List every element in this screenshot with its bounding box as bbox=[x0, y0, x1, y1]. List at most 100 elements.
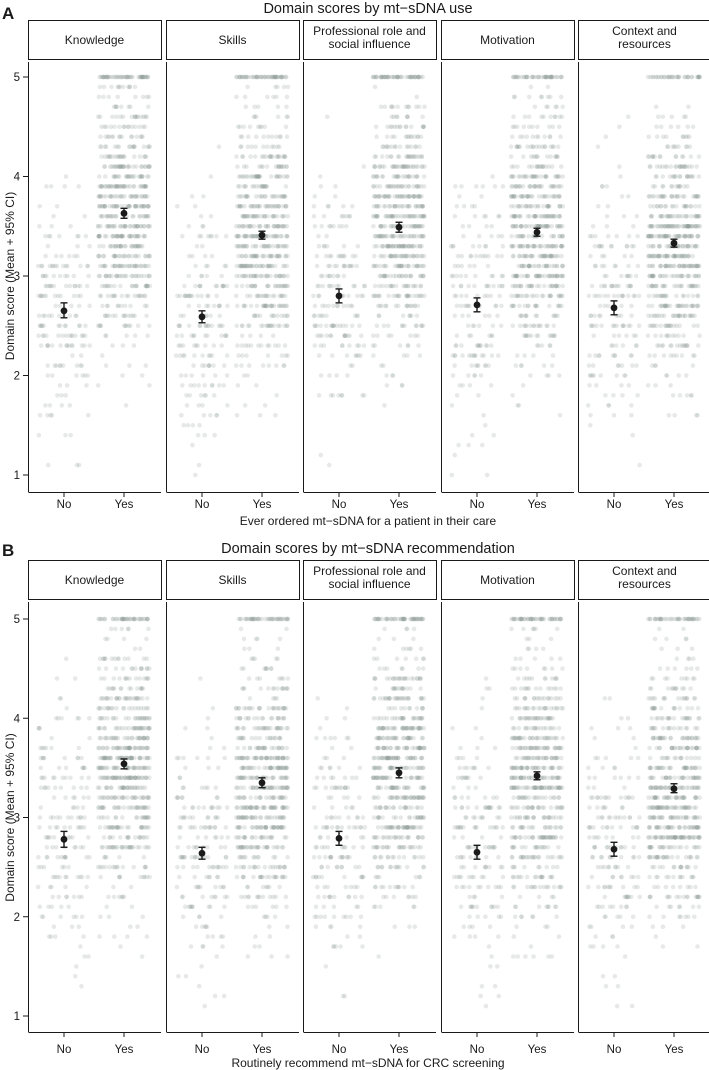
raw-score-point bbox=[146, 214, 151, 219]
raw-score-point bbox=[272, 204, 278, 209]
raw-score-point bbox=[271, 224, 276, 229]
raw-score-point bbox=[282, 343, 288, 348]
raw-score-point bbox=[103, 184, 108, 189]
raw-score-point bbox=[629, 243, 635, 249]
raw-score-point bbox=[145, 273, 150, 279]
raw-score-point bbox=[214, 283, 220, 289]
raw-score-point bbox=[182, 293, 188, 299]
raw-score-point bbox=[57, 233, 62, 239]
raw-score-point bbox=[695, 194, 701, 199]
raw-score-point bbox=[112, 656, 118, 661]
raw-score-point bbox=[475, 363, 480, 368]
raw-score-point bbox=[141, 204, 147, 209]
raw-score-point bbox=[276, 343, 281, 348]
raw-score-point bbox=[265, 94, 270, 100]
raw-score-point bbox=[208, 214, 214, 219]
raw-score-point bbox=[413, 194, 418, 199]
raw-score-point bbox=[47, 283, 53, 289]
raw-score-point bbox=[211, 303, 217, 309]
raw-score-point bbox=[660, 134, 666, 139]
raw-score-point bbox=[545, 84, 551, 90]
raw-score-point bbox=[100, 204, 106, 209]
raw-score-point bbox=[139, 825, 145, 830]
raw-score-point bbox=[96, 666, 102, 671]
raw-score-point bbox=[140, 795, 146, 800]
raw-score-point bbox=[675, 74, 681, 80]
raw-score-point bbox=[237, 124, 243, 130]
raw-score-point bbox=[419, 194, 424, 199]
facet-strip-label: Context and resources bbox=[612, 24, 677, 51]
raw-score-point bbox=[381, 323, 387, 329]
raw-score-point bbox=[192, 874, 197, 880]
raw-score-point bbox=[495, 313, 500, 319]
raw-score-point bbox=[97, 204, 103, 209]
raw-score-point bbox=[452, 452, 458, 458]
raw-score-point bbox=[139, 373, 145, 378]
raw-score-point bbox=[142, 224, 147, 229]
raw-score-point bbox=[415, 333, 421, 339]
raw-score-point bbox=[103, 273, 109, 279]
raw-score-point bbox=[275, 224, 280, 229]
raw-score-point bbox=[177, 293, 183, 299]
raw-score-point bbox=[395, 104, 401, 110]
raw-score-point bbox=[419, 164, 425, 169]
raw-score-point bbox=[405, 204, 410, 209]
raw-score-point bbox=[242, 94, 248, 100]
raw-score-point bbox=[50, 815, 56, 820]
raw-score-point bbox=[113, 74, 119, 80]
raw-score-point bbox=[376, 313, 382, 319]
raw-score-point bbox=[350, 363, 355, 368]
raw-score-point bbox=[258, 293, 264, 299]
raw-score-point bbox=[606, 403, 612, 408]
raw-score-point bbox=[71, 914, 77, 920]
raw-score-point bbox=[669, 114, 675, 120]
raw-score-point bbox=[542, 134, 547, 139]
raw-score-point bbox=[200, 224, 205, 229]
raw-score-point bbox=[459, 343, 464, 348]
raw-score-point bbox=[262, 293, 268, 299]
raw-score-point bbox=[196, 983, 202, 989]
raw-score-point bbox=[411, 214, 417, 219]
raw-score-point bbox=[45, 343, 50, 348]
raw-score-point bbox=[348, 363, 353, 368]
raw-score-point bbox=[224, 373, 230, 378]
raw-score-point bbox=[254, 253, 259, 259]
raw-score-point bbox=[138, 224, 144, 229]
raw-score-point bbox=[252, 104, 257, 110]
raw-score-point bbox=[339, 393, 345, 398]
raw-score-point bbox=[552, 333, 557, 339]
raw-score-point bbox=[657, 253, 662, 259]
raw-score-point bbox=[408, 273, 414, 279]
raw-score-point bbox=[587, 353, 592, 358]
raw-score-point bbox=[261, 303, 267, 309]
raw-score-point bbox=[658, 263, 663, 269]
raw-score-point bbox=[102, 154, 108, 159]
raw-score-point bbox=[220, 283, 225, 289]
raw-score-point bbox=[372, 84, 378, 90]
raw-score-point bbox=[312, 323, 318, 329]
raw-score-point bbox=[253, 233, 258, 239]
raw-score-point bbox=[96, 194, 101, 199]
raw-score-point bbox=[122, 273, 128, 279]
raw-score-point bbox=[85, 263, 91, 269]
raw-score-point bbox=[132, 233, 138, 239]
raw-score-point bbox=[547, 343, 553, 348]
raw-score-point bbox=[176, 323, 182, 329]
raw-score-point bbox=[47, 283, 53, 289]
raw-score-point bbox=[550, 353, 556, 358]
raw-score-point bbox=[115, 144, 120, 149]
raw-score-point bbox=[328, 224, 334, 229]
raw-score-point bbox=[389, 333, 394, 339]
raw-score-point bbox=[236, 224, 242, 229]
raw-score-point bbox=[319, 224, 325, 229]
raw-score-point bbox=[510, 124, 516, 130]
raw-score-point bbox=[49, 313, 55, 319]
raw-score-point bbox=[327, 373, 332, 378]
raw-score-point bbox=[249, 263, 254, 269]
raw-score-point bbox=[548, 114, 553, 120]
raw-score-point bbox=[180, 353, 186, 358]
raw-score-point bbox=[633, 343, 639, 348]
raw-score-point bbox=[121, 124, 127, 130]
raw-score-point bbox=[56, 765, 62, 771]
raw-score-point bbox=[328, 323, 334, 329]
